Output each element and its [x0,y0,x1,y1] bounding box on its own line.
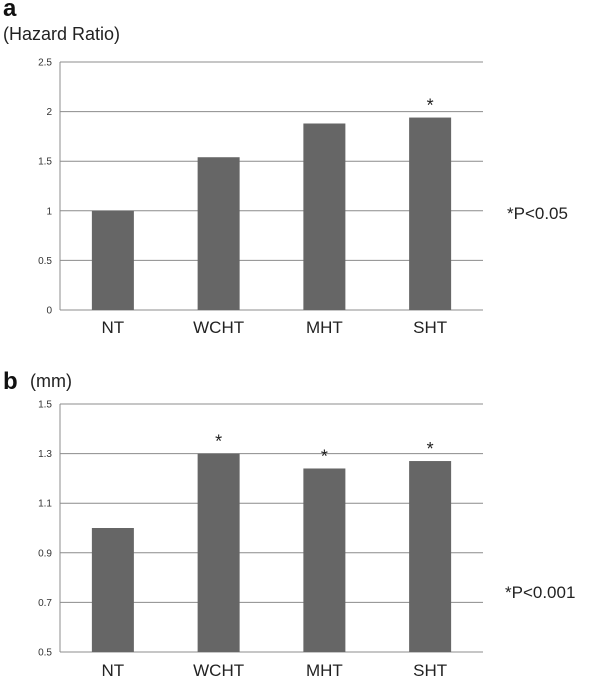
significance-star: * [427,96,434,116]
y-tick-label: 0.7 [38,598,52,609]
y-tick-label: 1 [46,206,52,217]
panel-b-ylabel: (mm) [30,371,72,391]
x-tick-label: WCHT [193,318,244,337]
y-tick-label: 1.5 [38,400,52,411]
significance-star: * [215,432,222,452]
panel-a-significance-note: *P<0.05 [507,204,568,223]
bar-nt [91,528,134,652]
y-tick-label: 0 [46,306,52,317]
y-tick-label: 0.5 [38,256,52,267]
significance-star: * [321,446,328,466]
panel-a-letter: a [3,0,17,22]
y-tick-label: 1.1 [38,499,52,510]
y-tick-label: 0.5 [38,648,52,659]
x-tick-label: WCHT [193,661,244,680]
bar-mht [303,123,346,310]
bar-mht [303,468,346,652]
y-tick-label: 0.9 [38,548,52,559]
y-tick-label: 2.5 [38,58,52,69]
x-tick-label: MHT [306,318,343,337]
x-tick-label: SHT [413,318,447,337]
significance-star: * [427,439,434,459]
x-tick-label: MHT [306,661,343,680]
y-tick-label: 1.3 [38,449,52,460]
bar-sht [409,461,452,652]
x-tick-label: SHT [413,661,447,680]
x-tick-label: NT [102,661,125,680]
bar-wcht [197,453,240,652]
bar-wcht [197,157,240,310]
y-tick-label: 1.5 [38,157,52,168]
y-tick-label: 2 [46,107,52,118]
bar-nt [91,210,134,310]
panel-b-significance-note: *P<0.001 [505,583,575,602]
panel-b-mm-chart: b (mm) 0.5 0.7 0.9 1.1 1.3 1.5 NT WCHT MHT SHT *… [3,368,575,680]
panel-b-letter: b [3,368,18,395]
bar-sht [409,117,452,310]
panel-a-ylabel: (Hazard Ratio) [3,24,120,44]
x-tick-label: NT [102,318,125,337]
panel-a-hazard-ratio-chart: a (Hazard Ratio) 0 0.5 1 1.5 2 2.5 NT WCHT MHT S… [3,0,568,337]
